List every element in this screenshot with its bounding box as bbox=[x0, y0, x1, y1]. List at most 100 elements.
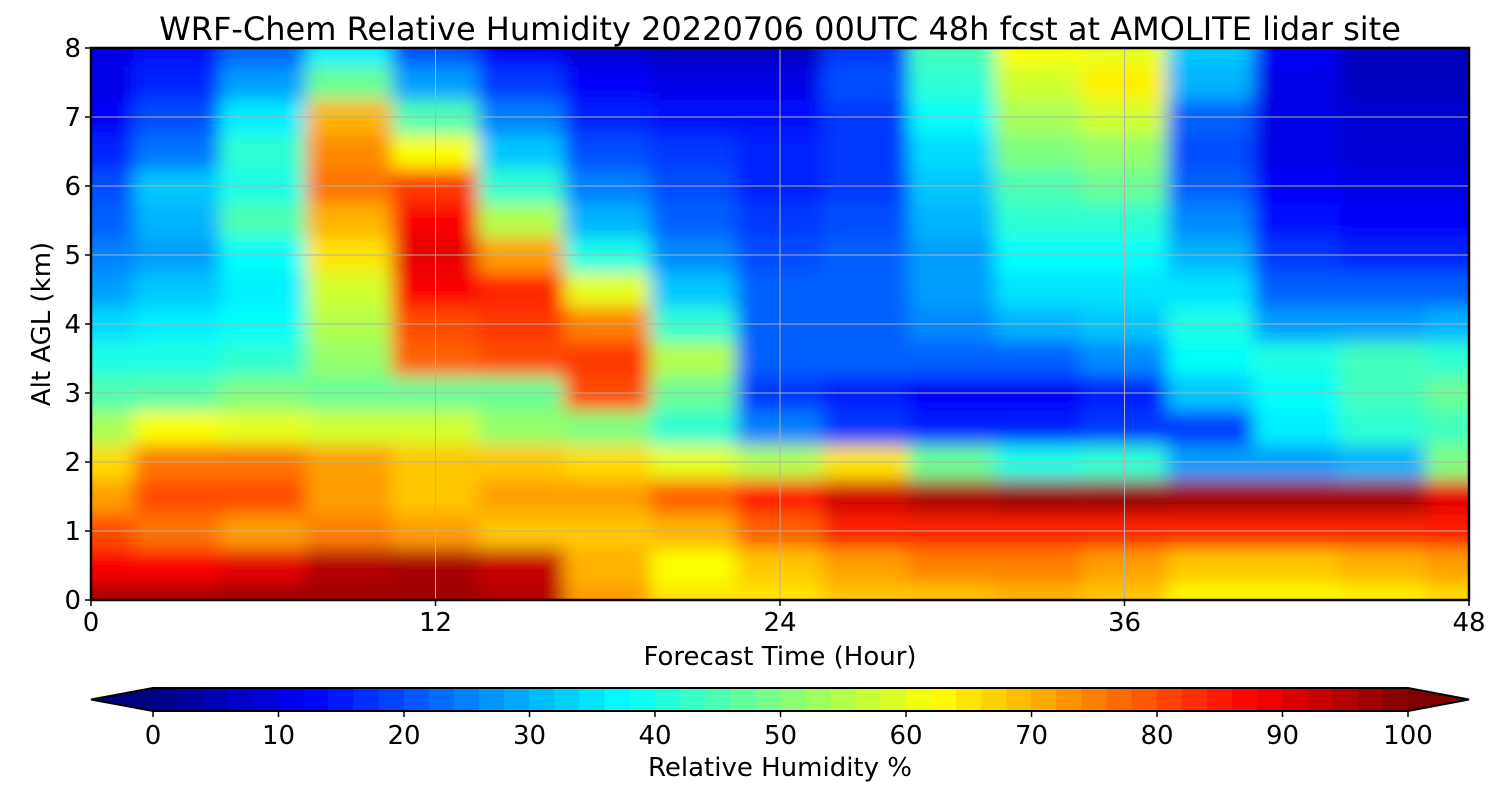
heatmap-cell bbox=[133, 340, 221, 377]
heatmap-cell bbox=[822, 48, 910, 66]
heatmap-cell bbox=[650, 64, 738, 101]
heatmap-cell bbox=[133, 202, 221, 239]
x-axis-label: Forecast Time (Hour) bbox=[643, 642, 916, 672]
colorbar-tick-label: 10 bbox=[262, 721, 295, 751]
heatmap-cell bbox=[91, 202, 135, 239]
heatmap-cell bbox=[650, 133, 738, 170]
colorbar-segment bbox=[529, 688, 555, 711]
heatmap-cell bbox=[564, 478, 652, 515]
colorbar-label: Relative Humidity % bbox=[648, 753, 912, 783]
heatmap-cell bbox=[650, 202, 738, 239]
heatmap-cell bbox=[1339, 64, 1427, 101]
heatmap-cell bbox=[1167, 340, 1255, 377]
colorbar-segment bbox=[479, 688, 505, 711]
colorbar-segment bbox=[428, 688, 455, 711]
colorbar-segment bbox=[453, 688, 480, 711]
heatmap-cell bbox=[564, 133, 652, 170]
heatmap-cell bbox=[91, 340, 135, 377]
heatmap-cell bbox=[908, 202, 996, 239]
heatmap-cell bbox=[822, 478, 910, 515]
colorbar-segment bbox=[328, 688, 355, 711]
x-tick-label: 36 bbox=[1108, 608, 1141, 638]
colorbar-segment bbox=[730, 688, 756, 711]
heatmap-cell bbox=[908, 271, 996, 308]
x-tick-label: 0 bbox=[83, 608, 100, 638]
heatmap-cell bbox=[1253, 478, 1341, 515]
heatmap-cell bbox=[219, 478, 307, 515]
heatmap-cell bbox=[994, 478, 1082, 515]
heatmap-cell bbox=[133, 271, 221, 308]
colorbar-segment bbox=[1181, 688, 1208, 711]
heatmap-cell bbox=[650, 478, 738, 515]
heatmap-cell bbox=[478, 133, 566, 170]
heatmap-cell bbox=[822, 547, 910, 584]
y-tick-label: 5 bbox=[64, 241, 81, 271]
heatmap-cell bbox=[908, 340, 996, 377]
heatmap-cell bbox=[1425, 48, 1469, 66]
heatmap-cell bbox=[564, 340, 652, 377]
colorbar-segment bbox=[604, 688, 631, 711]
heatmap-cell bbox=[822, 582, 910, 600]
heatmap-cell bbox=[478, 48, 566, 66]
heatmap-cell bbox=[1339, 547, 1427, 584]
heatmap-cell bbox=[650, 340, 738, 377]
colorbar-extend-max bbox=[1408, 688, 1469, 711]
colorbar-segment bbox=[1257, 688, 1283, 711]
colorbar-tick-label: 60 bbox=[889, 721, 922, 751]
heatmap-cell bbox=[1167, 478, 1255, 515]
colorbar-segment bbox=[1206, 688, 1233, 711]
x-axis-ticks: 0 12 24 36 48 bbox=[83, 600, 1486, 638]
colorbar-segment bbox=[1232, 688, 1258, 711]
chart-title: WRF-Chem Relative Humidity 20220706 00UT… bbox=[159, 10, 1401, 48]
heatmap-cell bbox=[1339, 478, 1427, 515]
heatmap-cell bbox=[908, 409, 996, 446]
heatmap-cell bbox=[1253, 409, 1341, 446]
colorbar-segment bbox=[202, 688, 229, 711]
colorbar-segment bbox=[1106, 688, 1133, 711]
y-tick-label: 1 bbox=[64, 517, 81, 547]
heatmap-cell bbox=[908, 48, 996, 66]
colorbar-segment bbox=[755, 688, 781, 711]
heatmap-cell bbox=[305, 409, 393, 446]
heatmap-cell bbox=[908, 133, 996, 170]
heatmap-cell bbox=[564, 409, 652, 446]
colorbar-segment bbox=[1081, 688, 1108, 711]
colorbar-segment bbox=[403, 688, 430, 711]
heatmap-cell bbox=[994, 271, 1082, 308]
heatmap-cell bbox=[1425, 547, 1469, 584]
heatmap-cell bbox=[478, 202, 566, 239]
heatmap-cell bbox=[219, 133, 307, 170]
heatmap-cell bbox=[305, 48, 393, 66]
heatmap-cell bbox=[305, 547, 393, 584]
colorbar-tick-label: 80 bbox=[1140, 721, 1173, 751]
heatmap-cell bbox=[91, 271, 135, 308]
heatmap-cell bbox=[219, 582, 307, 600]
colorbar-tick-label: 20 bbox=[387, 721, 420, 751]
heatmap-cell bbox=[650, 547, 738, 584]
heatmap-cell bbox=[91, 133, 135, 170]
y-axis-ticks: 0 1 2 3 4 5 6 7 8 bbox=[64, 34, 91, 616]
heatmap-cell bbox=[478, 340, 566, 377]
heatmap-cell bbox=[219, 202, 307, 239]
colorbar-segment bbox=[1282, 688, 1308, 711]
heatmap-cell bbox=[1339, 133, 1427, 170]
x-tick-label: 12 bbox=[419, 608, 452, 638]
heatmap-cell bbox=[133, 48, 221, 66]
heatmap-cell bbox=[908, 64, 996, 101]
heatmap-cell bbox=[478, 271, 566, 308]
colorbar-tick-label: 100 bbox=[1383, 721, 1433, 751]
heatmap-cell bbox=[305, 64, 393, 101]
heatmap-cell bbox=[133, 547, 221, 584]
y-tick-label: 8 bbox=[64, 34, 81, 64]
heatmap-cell bbox=[1339, 409, 1427, 446]
heatmap-cell bbox=[1167, 133, 1255, 170]
heatmap-cell bbox=[1339, 271, 1427, 308]
colorbar-segment bbox=[353, 688, 380, 711]
heatmap-cell bbox=[908, 582, 996, 600]
heatmap-cell bbox=[1425, 133, 1469, 170]
heatmap-cell bbox=[1339, 48, 1427, 66]
colorbar-ticks: 0 10 20 30 40 50 60 70 80 90 100 bbox=[145, 711, 1433, 751]
heatmap-cell bbox=[994, 409, 1082, 446]
heatmap-cell bbox=[305, 340, 393, 377]
